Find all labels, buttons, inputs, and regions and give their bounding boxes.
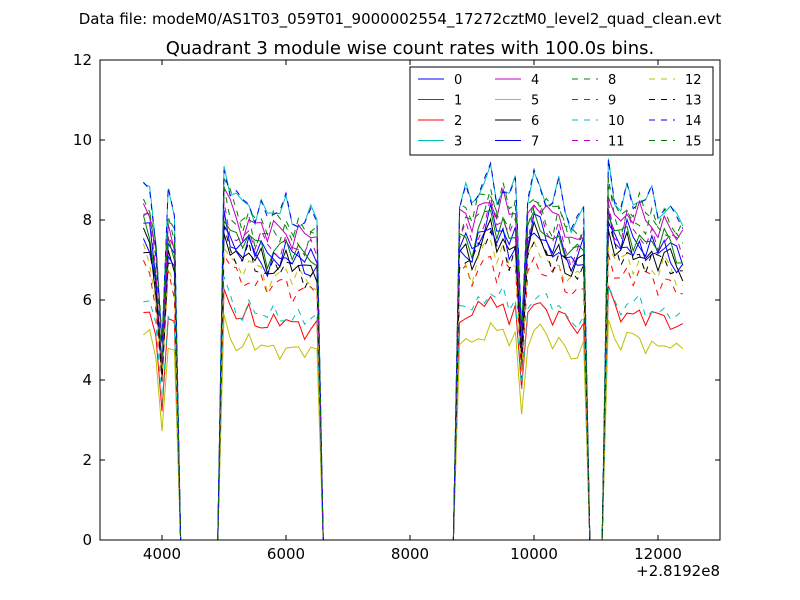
- series-line-10: [143, 276, 684, 541]
- x-tick-label: 12000: [634, 545, 682, 563]
- legend-label-15: 15: [685, 135, 702, 150]
- chart-title: Quadrant 3 module wise count rates with …: [166, 38, 655, 59]
- series-line-13: [143, 221, 683, 541]
- x-offset-label: +2.8192e8: [636, 562, 720, 580]
- series-line-7: [142, 222, 684, 541]
- series-line-8: [143, 177, 684, 541]
- series-line-12: [142, 239, 683, 541]
- y-tick-label: 12: [73, 51, 92, 69]
- legend-label-14: 14: [685, 114, 702, 129]
- legend-label-0: 0: [454, 73, 462, 88]
- legend-label-8: 8: [608, 73, 616, 88]
- legend-label-2: 2: [454, 114, 462, 129]
- series-line-9: [142, 253, 683, 541]
- plot-area: [142, 158, 684, 541]
- legend-label-1: 1: [454, 94, 462, 109]
- x-tick-label: 6000: [267, 545, 305, 563]
- chart-suptitle: Data file: modeM0/AS1T03_059T01_90000025…: [79, 10, 722, 29]
- x-tick-label: 8000: [391, 545, 429, 563]
- legend-label-7: 7: [531, 135, 539, 150]
- y-tick-label: 0: [82, 531, 92, 549]
- series-line-3: [143, 158, 684, 541]
- legend-label-3: 3: [454, 135, 462, 150]
- series-line-11: [143, 196, 684, 541]
- y-tick-label: 2: [82, 451, 92, 469]
- series-line-4: [142, 185, 684, 541]
- series-line-6: [142, 217, 684, 541]
- x-tick-label: 10000: [510, 545, 558, 563]
- series-line-5: [143, 314, 684, 541]
- y-tick-label: 4: [82, 371, 92, 389]
- series-line-2: [143, 285, 684, 541]
- legend-label-5: 5: [531, 94, 539, 109]
- legend-label-13: 13: [685, 94, 702, 109]
- y-tick-label: 10: [73, 131, 92, 149]
- x-tick-label: 4000: [143, 545, 181, 563]
- series-line-14: [143, 158, 684, 541]
- legend-label-9: 9: [608, 94, 616, 109]
- legend-label-10: 10: [608, 114, 625, 129]
- legend-label-12: 12: [685, 73, 702, 88]
- legend-label-11: 11: [608, 135, 625, 150]
- y-tick-label: 8: [82, 211, 92, 229]
- legend-label-4: 4: [531, 73, 539, 88]
- legend-label-6: 6: [531, 114, 539, 129]
- series-line-1: [142, 209, 683, 541]
- y-tick-label: 6: [82, 291, 92, 309]
- series-line-15: [142, 176, 684, 541]
